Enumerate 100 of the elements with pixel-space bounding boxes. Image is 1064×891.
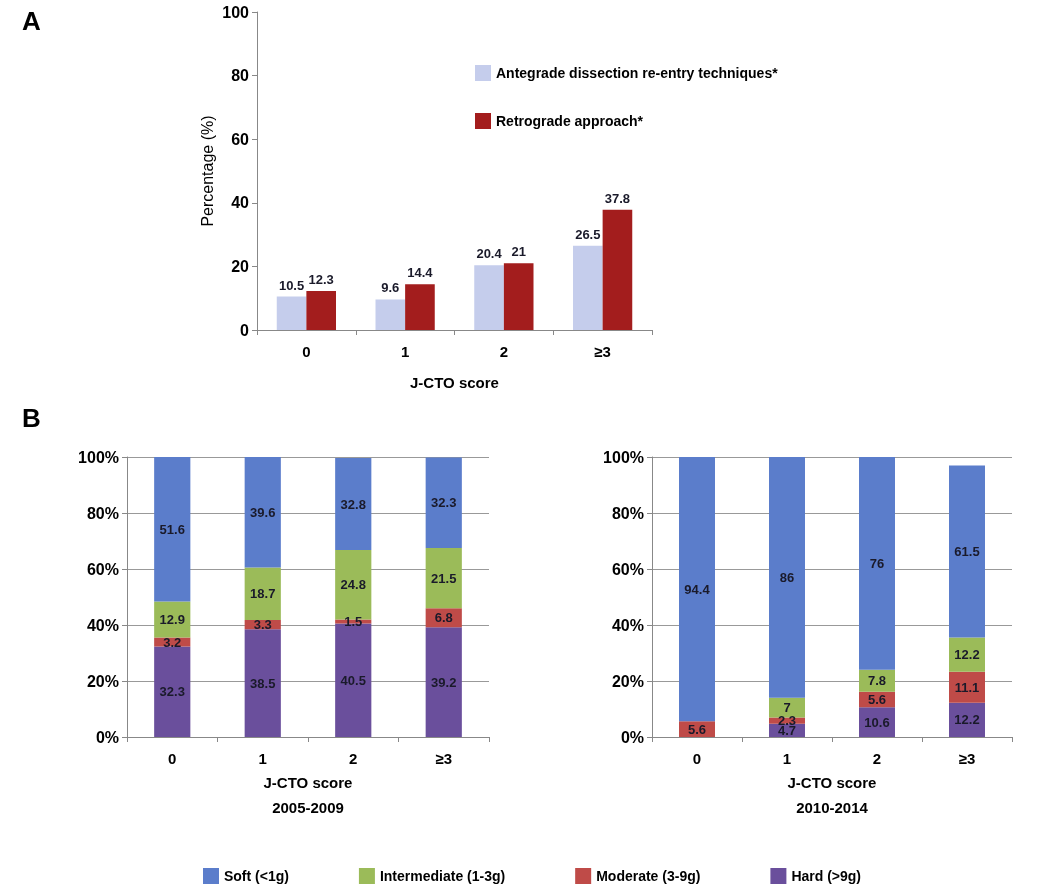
data-label: 26.5 bbox=[575, 226, 601, 242]
x-tick-label: 0 bbox=[168, 750, 177, 767]
y-tick-label: 40% bbox=[611, 616, 644, 634]
x-tick-label: 0 bbox=[692, 750, 702, 767]
y-tick-label: 60 bbox=[231, 130, 250, 148]
bar bbox=[244, 629, 281, 737]
legend-label: Soft (<1g) bbox=[223, 868, 289, 884]
x-tick-label: 0 bbox=[302, 343, 311, 360]
x-tick-label: 2 bbox=[499, 343, 509, 360]
y-tick-label: 40 bbox=[231, 194, 250, 212]
bar bbox=[335, 458, 372, 550]
bar bbox=[154, 646, 191, 737]
x-tick-label: 2 bbox=[872, 750, 882, 767]
data-label: 20.4 bbox=[476, 246, 503, 262]
data-label: 12.3 bbox=[308, 271, 334, 287]
data-label: 61.5 bbox=[954, 544, 980, 559]
y-tick-label: 80 bbox=[231, 67, 250, 85]
data-label: 5.6 bbox=[867, 691, 887, 707]
y-tick-label: 0% bbox=[95, 728, 119, 746]
data-label: 94.4 bbox=[684, 581, 711, 597]
text: A bbox=[22, 6, 41, 36]
legend-label: Antegrade dissection re-entry techniques* bbox=[496, 65, 779, 81]
data-label: 32.8 bbox=[340, 496, 366, 512]
x-axis-title: J-CTO score bbox=[787, 774, 877, 791]
data-label: 12.9 bbox=[159, 612, 185, 628]
legend-label: Moderate (3-9g) bbox=[596, 868, 701, 884]
data-label: 7 bbox=[783, 700, 791, 716]
data-label: 10.6 bbox=[864, 714, 890, 730]
bar bbox=[154, 457, 191, 602]
data-label: 32.3 bbox=[431, 495, 457, 511]
bar bbox=[474, 265, 504, 330]
bar bbox=[405, 284, 435, 330]
data-label: 37.8 bbox=[604, 190, 631, 206]
data-label: 5.6 bbox=[687, 721, 707, 737]
data-label: 12.2 bbox=[954, 712, 980, 728]
x-tick-label: 1 bbox=[258, 750, 267, 767]
y-tick-label: 0% bbox=[620, 728, 644, 746]
bar bbox=[602, 209, 633, 330]
y-tick-label: 60% bbox=[611, 560, 644, 578]
y-tick-label: 20% bbox=[611, 672, 644, 690]
y-tick-label: 100 bbox=[222, 3, 250, 21]
data-label: 21.5 bbox=[431, 570, 457, 586]
data-label: 76 bbox=[869, 555, 885, 571]
y-axis-title: Percentage (%) bbox=[198, 115, 216, 227]
data-label: 7.8 bbox=[867, 673, 887, 689]
y-tick-label: 20% bbox=[86, 672, 119, 690]
bar bbox=[425, 457, 462, 548]
bar bbox=[244, 567, 281, 620]
data-label: 3.2 bbox=[163, 634, 182, 650]
y-tick-label: 80% bbox=[611, 504, 644, 522]
data-label: 21 bbox=[511, 244, 526, 260]
data-label: 18.7 bbox=[250, 586, 276, 602]
x-tick-label: ≥3 bbox=[594, 343, 611, 360]
data-label: 51.6 bbox=[159, 521, 185, 537]
bar bbox=[375, 299, 406, 330]
y-tick-label: 100% bbox=[78, 448, 119, 466]
bar bbox=[573, 245, 603, 330]
bar bbox=[154, 601, 191, 638]
x-tick-label: 1 bbox=[400, 343, 410, 360]
y-tick-label: 80% bbox=[86, 504, 119, 522]
bar bbox=[425, 548, 462, 609]
legend-label: Hard (>9g) bbox=[791, 868, 862, 884]
data-label: 39.2 bbox=[431, 674, 457, 690]
bar bbox=[769, 697, 805, 718]
bar bbox=[503, 263, 534, 330]
bar bbox=[679, 457, 715, 722]
legend-label: Retrograde approach* bbox=[496, 113, 644, 129]
bar bbox=[949, 465, 985, 638]
bar bbox=[425, 627, 462, 737]
x-tick-label: 2 bbox=[349, 750, 358, 767]
x-tick-label: ≥3 bbox=[435, 750, 453, 767]
y-tick-label: 0 bbox=[240, 321, 250, 339]
y-tick-label: 20 bbox=[231, 257, 250, 275]
data-label: 10.5 bbox=[278, 277, 305, 293]
data-label: 40.5 bbox=[340, 672, 366, 688]
y-tick-label: 60% bbox=[86, 560, 119, 578]
bar bbox=[769, 457, 805, 698]
bar bbox=[306, 290, 336, 330]
text: 2010-2014 bbox=[796, 799, 869, 816]
data-label: 14.4 bbox=[407, 265, 434, 281]
bar bbox=[244, 457, 281, 568]
data-label: 3.3 bbox=[253, 617, 272, 633]
data-label: 12.2 bbox=[954, 647, 980, 663]
x-tick-label: ≥3 bbox=[958, 750, 976, 767]
y-tick-label: 40% bbox=[86, 616, 119, 634]
y-tick-label: 100% bbox=[603, 448, 644, 466]
data-label: 6.8 bbox=[434, 610, 453, 626]
data-label: 24.8 bbox=[340, 577, 366, 593]
data-label: 39.6 bbox=[250, 504, 276, 520]
data-label: 9.6 bbox=[381, 280, 400, 296]
data-label: 38.5 bbox=[250, 675, 276, 691]
data-label: 32.3 bbox=[159, 684, 185, 700]
x-axis-title: J-CTO score bbox=[263, 774, 353, 791]
x-axis-title: J-CTO score bbox=[410, 374, 499, 391]
data-label: 11.1 bbox=[954, 679, 980, 695]
text: B bbox=[22, 403, 41, 433]
bar bbox=[276, 296, 307, 330]
text: 2005-2009 bbox=[272, 799, 344, 816]
legend-label: Intermediate (1-3g) bbox=[379, 868, 506, 884]
data-label: 86 bbox=[779, 569, 795, 585]
